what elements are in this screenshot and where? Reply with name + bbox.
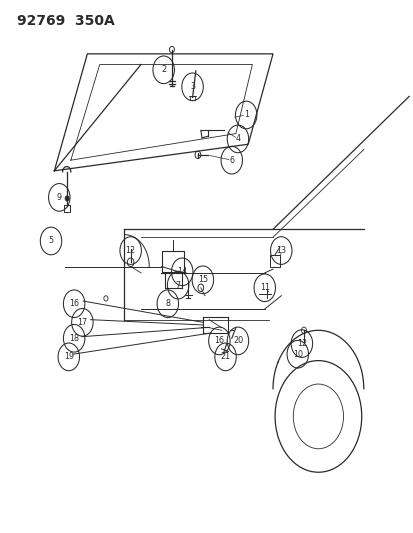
Text: 16: 16 [69, 299, 79, 308]
Text: 1: 1 [243, 110, 248, 119]
Text: 13: 13 [275, 246, 285, 255]
Text: 12: 12 [125, 246, 135, 255]
Text: 15: 15 [197, 275, 207, 284]
Text: 11: 11 [259, 283, 269, 292]
Bar [190, 96, 195, 100]
Text: 19: 19 [64, 352, 74, 361]
Text: 8: 8 [165, 299, 170, 308]
Text: 7: 7 [175, 280, 180, 289]
Text: 21: 21 [220, 352, 230, 361]
Text: 17: 17 [77, 318, 87, 327]
Text: 4: 4 [235, 134, 240, 143]
Bar [269, 255, 280, 266]
Text: 20: 20 [233, 336, 242, 345]
Text: 6: 6 [229, 156, 234, 165]
Text: 16: 16 [214, 336, 224, 345]
Text: 5: 5 [48, 237, 53, 246]
Text: 2: 2 [161, 66, 166, 74]
Bar [64, 205, 70, 212]
Bar [161, 251, 184, 272]
Text: 12: 12 [296, 339, 306, 348]
Circle shape [65, 196, 69, 201]
Text: 10: 10 [292, 350, 302, 359]
Text: 92769  350A: 92769 350A [17, 14, 115, 28]
Text: 14: 14 [177, 268, 187, 276]
Text: 18: 18 [69, 334, 79, 343]
Text: 3: 3 [190, 82, 195, 91]
Text: 9: 9 [57, 193, 62, 202]
